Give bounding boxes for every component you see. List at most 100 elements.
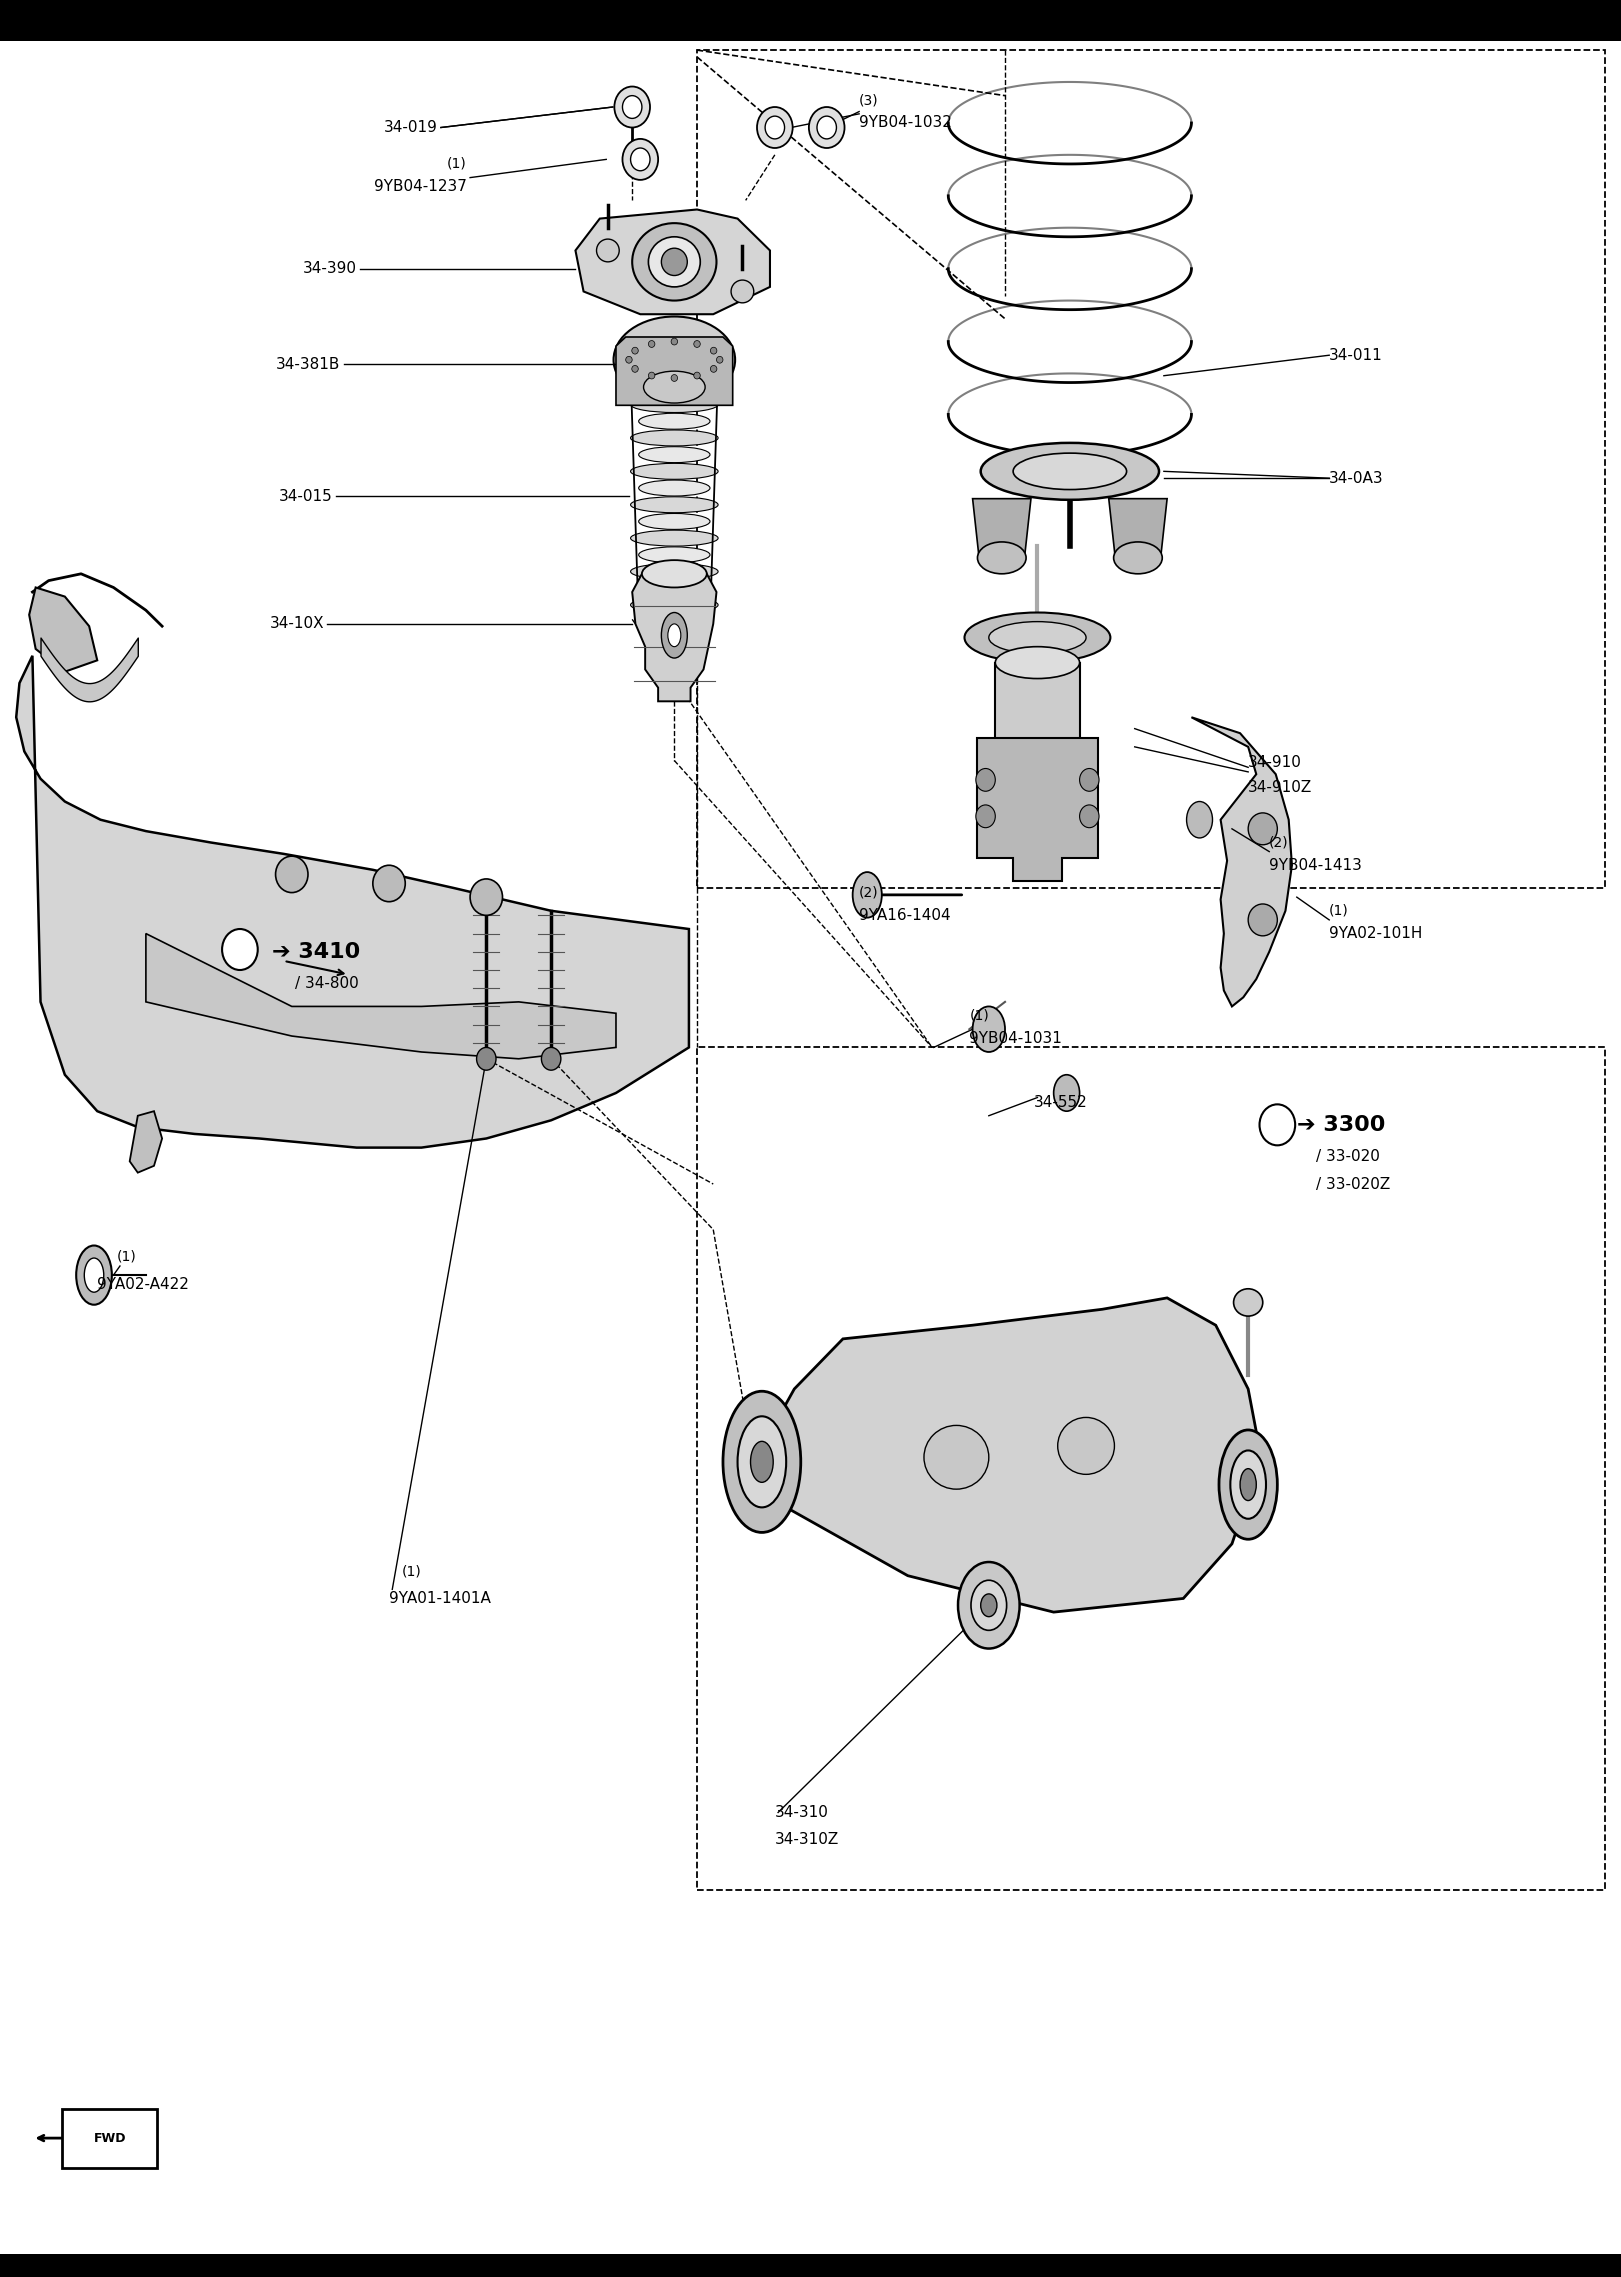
Ellipse shape: [817, 116, 836, 139]
Ellipse shape: [632, 223, 716, 301]
Ellipse shape: [757, 107, 793, 148]
Text: / 33-020: / 33-020: [1316, 1150, 1379, 1164]
Ellipse shape: [639, 446, 710, 462]
Text: 34-015: 34-015: [279, 490, 332, 503]
Ellipse shape: [981, 1594, 997, 1617]
FancyBboxPatch shape: [62, 2109, 157, 2168]
Ellipse shape: [995, 647, 1080, 679]
Ellipse shape: [1080, 806, 1099, 829]
Text: ➔ 3300: ➔ 3300: [1297, 1116, 1386, 1134]
Ellipse shape: [1234, 1289, 1263, 1316]
Text: 34-10X: 34-10X: [269, 617, 324, 631]
Ellipse shape: [958, 1562, 1020, 1649]
Text: 34-381B: 34-381B: [276, 357, 340, 371]
Text: 9YA16-1404: 9YA16-1404: [859, 909, 952, 922]
Text: (1): (1): [117, 1250, 136, 1264]
Text: 9YB04-1413: 9YB04-1413: [1269, 858, 1362, 872]
Text: 9YA02-A422: 9YA02-A422: [97, 1277, 190, 1291]
Text: (2): (2): [1269, 836, 1289, 849]
Ellipse shape: [710, 346, 716, 355]
Ellipse shape: [1080, 770, 1099, 792]
Polygon shape: [616, 337, 733, 405]
Ellipse shape: [977, 542, 1026, 574]
Ellipse shape: [751, 1441, 773, 1482]
Ellipse shape: [470, 879, 503, 915]
Polygon shape: [976, 738, 1097, 881]
Ellipse shape: [639, 412, 710, 428]
Ellipse shape: [716, 355, 723, 362]
Text: 34-910Z: 34-910Z: [1248, 781, 1313, 795]
Polygon shape: [29, 587, 97, 672]
Ellipse shape: [648, 237, 700, 287]
Ellipse shape: [631, 496, 718, 512]
Text: (1): (1): [402, 1564, 421, 1578]
Ellipse shape: [694, 371, 700, 378]
Ellipse shape: [1054, 1075, 1080, 1111]
Ellipse shape: [1057, 1416, 1115, 1475]
Ellipse shape: [76, 1246, 112, 1305]
Ellipse shape: [614, 87, 650, 128]
Ellipse shape: [639, 380, 710, 396]
Text: 9YB04-1032: 9YB04-1032: [859, 116, 952, 130]
Polygon shape: [1109, 499, 1167, 558]
Text: / 34-800: / 34-800: [295, 977, 358, 990]
Text: FWD: FWD: [94, 2131, 126, 2145]
Ellipse shape: [853, 872, 882, 918]
Ellipse shape: [924, 1425, 989, 1489]
Ellipse shape: [1248, 904, 1277, 936]
Text: / 33-020Z: / 33-020Z: [1316, 1177, 1391, 1191]
Text: 34-390: 34-390: [303, 262, 357, 276]
Text: (1): (1): [447, 157, 467, 171]
Text: (1): (1): [1329, 904, 1349, 918]
Text: 34-011: 34-011: [1329, 348, 1383, 362]
Ellipse shape: [710, 364, 716, 371]
Text: 34-552: 34-552: [1034, 1095, 1088, 1109]
Polygon shape: [754, 1298, 1261, 1612]
Ellipse shape: [1013, 453, 1127, 490]
Ellipse shape: [671, 373, 678, 380]
Ellipse shape: [644, 371, 705, 403]
Text: 34-019: 34-019: [384, 121, 438, 134]
Ellipse shape: [639, 512, 710, 528]
Text: 34-310: 34-310: [775, 1806, 828, 1819]
Ellipse shape: [631, 396, 718, 412]
Ellipse shape: [639, 613, 710, 628]
Ellipse shape: [964, 613, 1110, 663]
Ellipse shape: [642, 560, 707, 587]
Polygon shape: [995, 663, 1080, 756]
Ellipse shape: [632, 364, 639, 371]
Ellipse shape: [995, 740, 1080, 772]
Ellipse shape: [981, 442, 1159, 501]
Ellipse shape: [622, 139, 658, 180]
Text: (3): (3): [859, 93, 879, 107]
Ellipse shape: [631, 562, 718, 578]
Ellipse shape: [477, 1047, 496, 1070]
Ellipse shape: [622, 96, 642, 118]
Ellipse shape: [613, 317, 734, 403]
Text: 34-0A3: 34-0A3: [1329, 471, 1384, 485]
Ellipse shape: [973, 1006, 1005, 1052]
Polygon shape: [1191, 717, 1292, 1006]
Ellipse shape: [626, 355, 632, 362]
Text: 34-310Z: 34-310Z: [775, 1833, 840, 1847]
Polygon shape: [973, 499, 1031, 558]
Polygon shape: [575, 209, 770, 314]
Ellipse shape: [1187, 802, 1213, 838]
Ellipse shape: [373, 865, 405, 902]
Ellipse shape: [671, 337, 678, 344]
Ellipse shape: [1240, 1469, 1256, 1501]
Text: 9YA01-1401A: 9YA01-1401A: [389, 1592, 491, 1605]
Ellipse shape: [809, 107, 845, 148]
Ellipse shape: [222, 929, 258, 970]
Ellipse shape: [632, 346, 639, 355]
Ellipse shape: [1248, 813, 1277, 845]
Ellipse shape: [648, 342, 655, 348]
Ellipse shape: [976, 806, 995, 829]
Ellipse shape: [661, 613, 687, 658]
Text: (1): (1): [969, 1009, 989, 1022]
Polygon shape: [130, 1111, 162, 1173]
Text: 9YB04-1031: 9YB04-1031: [969, 1031, 1062, 1045]
Ellipse shape: [694, 342, 700, 348]
Ellipse shape: [668, 624, 681, 647]
Ellipse shape: [765, 116, 785, 139]
